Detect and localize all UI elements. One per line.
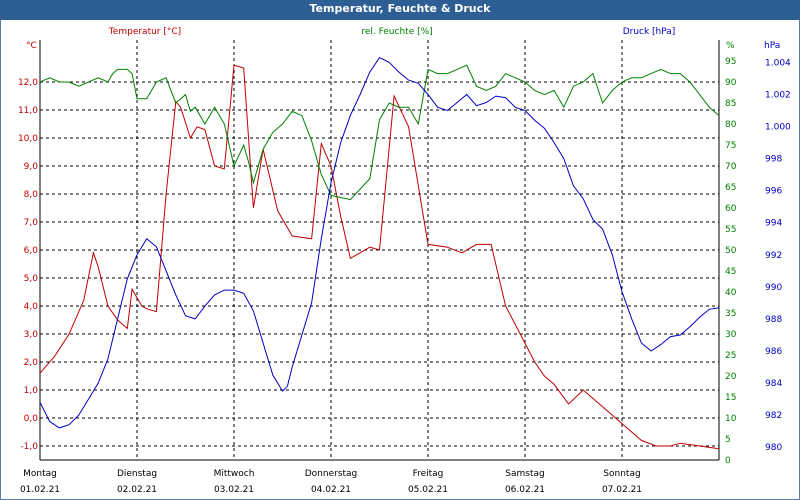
x-tick-date-label: 04.02.21 bbox=[311, 485, 351, 495]
x-tick-date-label: 01.02.21 bbox=[20, 485, 60, 495]
temperature-tick-label: 5,0 bbox=[24, 274, 39, 284]
humidity-axis-label: rel. Feuchte [%] bbox=[361, 27, 432, 37]
pressure-tick-label: 980 bbox=[765, 443, 782, 453]
pressure-tick-label: 996 bbox=[765, 187, 782, 197]
x-tick-day-label: Dienstag bbox=[117, 469, 157, 479]
temperature-tick-label: 2,0 bbox=[24, 358, 39, 368]
temperature-tick-label: 11,0 bbox=[18, 106, 38, 116]
temperature-tick-label: 6,0 bbox=[24, 246, 39, 256]
humidity-tick-label: 85 bbox=[725, 99, 736, 109]
humidity-tick-label: 5 bbox=[725, 435, 731, 445]
axes bbox=[39, 40, 720, 461]
humidity-tick-label: 10 bbox=[725, 414, 737, 424]
humidity-tick-label: 45 bbox=[725, 267, 736, 277]
x-tick-day-label: Sonntag bbox=[603, 469, 640, 479]
temperature-tick-label: 1,0 bbox=[24, 386, 39, 396]
humidity-tick-label: 25 bbox=[725, 351, 736, 361]
x-tick-day-label: Montag bbox=[23, 469, 57, 479]
humidity-series-line bbox=[39, 64, 720, 201]
grid-lines bbox=[40, 40, 719, 460]
humidity-tick-label: 55 bbox=[725, 225, 736, 235]
temperature-unit-label: °C bbox=[26, 41, 37, 51]
humidity-tick-label: 70 bbox=[725, 162, 737, 172]
temperature-tick-label: 10,0 bbox=[18, 134, 38, 144]
temperature-tick-label: 12,0 bbox=[18, 78, 38, 88]
pressure-tick-label: 984 bbox=[765, 379, 782, 389]
pressure-tick-label: 1.000 bbox=[765, 123, 791, 133]
humidity-tick-label: 20 bbox=[725, 372, 737, 382]
series-lines bbox=[39, 56, 720, 450]
x-tick-date-label: 05.02.21 bbox=[408, 485, 448, 495]
temperature-tick-label: 9,0 bbox=[24, 162, 39, 172]
pressure-tick-label: 1.004 bbox=[765, 58, 791, 68]
x-tick-date-label: 02.02.21 bbox=[117, 485, 157, 495]
x-tick-date-label: 03.02.21 bbox=[214, 485, 254, 495]
window-title: Temperatur, Feuchte & Druck bbox=[0, 0, 800, 20]
x-tick-date-label: 07.02.21 bbox=[602, 485, 642, 495]
temperature-tick-label: 7,0 bbox=[24, 218, 39, 228]
pressure-tick-label: 990 bbox=[765, 283, 782, 293]
pressure-tick-label: 992 bbox=[765, 251, 782, 261]
x-tick-day-label: Samstag bbox=[505, 469, 544, 479]
humidity-tick-label: 75 bbox=[725, 141, 736, 151]
pressure-tick-label: 986 bbox=[765, 347, 782, 357]
temperature-tick-label: 8,0 bbox=[24, 190, 39, 200]
pressure-tick-label: 988 bbox=[765, 315, 782, 325]
tick-labels: 12,0 11,0 10,0 9,0 8,0 7,0 6,0 5,0 4,0 3,0 2,0 1,0 0… bbox=[18, 57, 791, 495]
pressure-axis-label: Druck [hPa] bbox=[623, 27, 676, 37]
temperature-tick-label: 0,0 bbox=[24, 414, 39, 424]
humidity-tick-label: 80 bbox=[725, 120, 737, 130]
temperature-series-line bbox=[39, 64, 720, 450]
pressure-tick-label: 982 bbox=[765, 411, 782, 421]
x-tick-date-label: 06.02.21 bbox=[505, 485, 545, 495]
pressure-tick-label: 994 bbox=[765, 219, 782, 229]
temperature-axis-label: Temperatur [°C] bbox=[108, 27, 181, 37]
humidity-tick-label: 95 bbox=[725, 57, 736, 67]
pressure-series-line bbox=[39, 56, 720, 429]
humidity-tick-label: 50 bbox=[725, 246, 737, 256]
x-tick-day-label: Freitag bbox=[413, 469, 444, 479]
humidity-unit-label: % bbox=[726, 41, 735, 51]
temperature-tick-label: 3,0 bbox=[24, 330, 39, 340]
humidity-tick-label: 90 bbox=[725, 78, 737, 88]
humidity-tick-label: 30 bbox=[725, 330, 737, 340]
humidity-tick-label: 35 bbox=[725, 309, 736, 319]
pressure-tick-label: 998 bbox=[765, 155, 782, 165]
humidity-tick-label: 60 bbox=[725, 204, 737, 214]
pressure-tick-label: 1.002 bbox=[765, 91, 791, 101]
humidity-tick-label: 65 bbox=[725, 183, 736, 193]
temperature-tick-label: -1,0 bbox=[20, 442, 38, 452]
temperature-tick-label: 4,0 bbox=[24, 302, 39, 312]
x-tick-day-label: Donnerstag bbox=[305, 469, 358, 479]
humidity-tick-label: 40 bbox=[725, 288, 737, 298]
x-tick-day-label: Mittwoch bbox=[214, 469, 255, 479]
humidity-tick-label: 15 bbox=[725, 393, 736, 403]
pressure-unit-label: hPa bbox=[764, 41, 780, 51]
humidity-tick-label: 0 bbox=[725, 456, 731, 466]
